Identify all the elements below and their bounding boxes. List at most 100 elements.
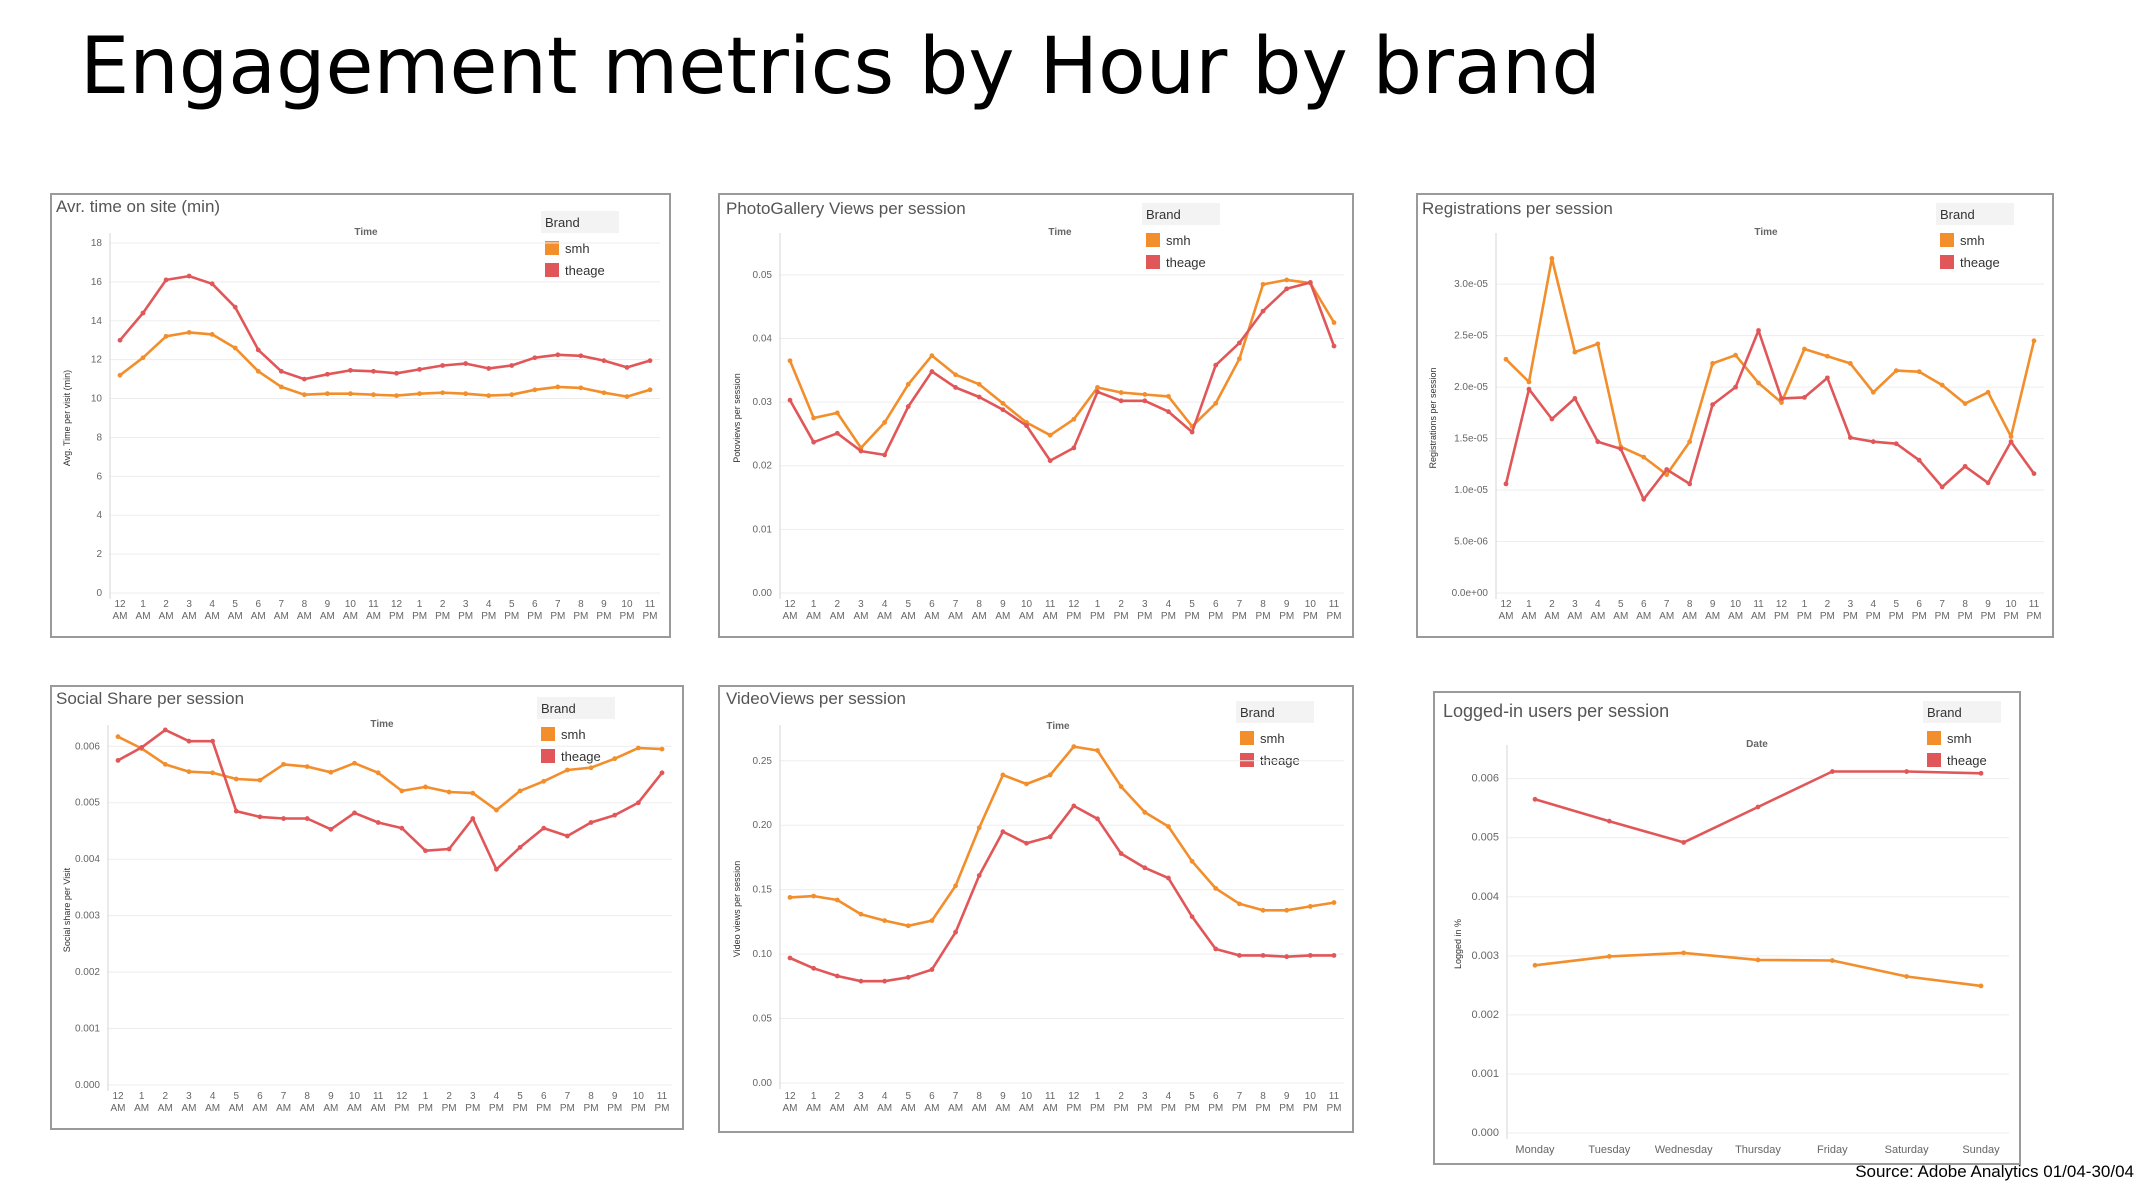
x-tick-label: 12 (784, 599, 796, 610)
x-tick-label-ampm: AM (877, 1103, 892, 1114)
data-point-smh (1802, 346, 1807, 352)
data-point-smh (117, 372, 123, 378)
x-tick-label: 3 (1572, 599, 1578, 610)
data-point-theage (140, 310, 146, 316)
data-point-theage (371, 368, 376, 374)
data-point-theage (233, 808, 239, 814)
data-point-smh (834, 410, 840, 416)
x-tick-label-ampm: AM (181, 1103, 196, 1114)
series-line-theage (1504, 329, 2036, 501)
legend-swatch-theage (1146, 255, 1160, 269)
chart-panel-video-views: VideoViews per session Time Brand smh theage… (718, 685, 1354, 1133)
x-tick-label: 5 (517, 1091, 523, 1102)
x-tick-label-ampm: AM (366, 611, 381, 622)
legend-title: Brand (1240, 705, 1275, 720)
legend-label-smh: smh (1166, 233, 1191, 248)
data-point-smh (659, 746, 665, 752)
x-tick-label-ampm: AM (320, 611, 335, 622)
x-tick-label: 9 (325, 599, 331, 610)
y-tick-label: 0 (96, 588, 102, 599)
data-point-theage (858, 978, 864, 984)
x-tick-label: Saturday (1885, 1144, 1930, 1156)
x-tick-label-ampm: AM (113, 611, 128, 622)
x-tick-label-ampm: AM (228, 611, 243, 622)
y-axis-label: Logged in % (1453, 919, 1463, 969)
x-tick-label: 2 (1825, 599, 1831, 610)
x-tick-label-ampm: PM (1066, 611, 1081, 622)
x-tick-label-ampm: AM (158, 1103, 173, 1114)
x-tick-label-ampm: AM (1567, 611, 1582, 622)
data-point-smh (162, 761, 168, 767)
x-tick-label-ampm: PM (1279, 1103, 1294, 1114)
data-point-theage (2031, 471, 2037, 476)
legend-header-bg (1936, 203, 2014, 225)
x-tick-label-ampm: PM (1090, 611, 1105, 622)
x-tick-label: 12 (114, 599, 126, 610)
data-point-smh (417, 391, 422, 397)
x-tick-label-ampm: AM (1544, 611, 1559, 622)
data-point-smh (1532, 962, 1538, 968)
data-point-theage (1870, 439, 1876, 445)
x-tick-label-ampm: PM (1912, 611, 1927, 622)
x-tick-label: 6 (929, 1091, 935, 1102)
data-point-smh (1047, 432, 1053, 438)
x-tick-label: 8 (304, 1091, 310, 1102)
x-tick-label: 12 (396, 1091, 408, 1102)
x-tick-label: 7 (1237, 1091, 1243, 1102)
data-point-smh (1978, 983, 1984, 989)
x-tick-label: 1 (811, 1091, 817, 1102)
data-point-smh (1000, 400, 1006, 406)
data-point-smh (1095, 748, 1100, 753)
data-point-smh (1893, 368, 1899, 374)
y-tick-label: 0.001 (1471, 1068, 1499, 1080)
source-note: Source: Adobe Analytics 01/04-30/04 (1855, 1162, 2134, 1181)
data-point-smh (1000, 772, 1006, 778)
data-point-smh (1847, 361, 1853, 366)
x-tick-label-ampm: PM (2004, 611, 2019, 622)
x-tick-label-ampm: PM (1208, 1103, 1223, 1114)
data-point-theage (162, 727, 168, 733)
x-tick-label: 9 (1000, 1091, 1006, 1102)
y-tick-label: 0.003 (1471, 950, 1499, 962)
y-tick-label: 0.003 (75, 911, 100, 922)
data-point-smh (787, 895, 793, 900)
x-tick-label: 7 (565, 1091, 571, 1102)
data-point-theage (1071, 803, 1077, 809)
data-point-smh (509, 392, 515, 398)
data-point-smh (1710, 361, 1716, 366)
data-point-smh (281, 761, 286, 767)
x-tick-label: 3 (858, 1091, 864, 1102)
legend-header-bg (1142, 203, 1220, 225)
data-point-theage (1681, 840, 1687, 845)
data-point-theage (1166, 875, 1171, 881)
data-point-smh (186, 330, 192, 335)
x-tick-label: 1 (139, 1091, 145, 1102)
x-tick-label-ampm: PM (481, 611, 496, 622)
x-tick-label-ampm: AM (783, 1103, 798, 1114)
x-tick-label-ampm: AM (924, 611, 939, 622)
data-point-theage (446, 846, 452, 852)
x-tick-label-ampm: AM (1019, 611, 1034, 622)
data-point-smh (564, 767, 570, 773)
data-point-smh (1824, 353, 1830, 359)
data-point-smh (210, 770, 216, 776)
data-point-theage (257, 814, 263, 820)
data-point-theage (1710, 402, 1716, 408)
x-tick-label: 3 (1848, 599, 1854, 610)
data-point-theage (588, 820, 594, 825)
data-point-theage (423, 848, 428, 854)
data-point-smh (1118, 390, 1124, 395)
x-tick-label-ampm: PM (504, 611, 519, 622)
legend-swatch-smh (1146, 233, 1160, 247)
x-tick-label-ampm: PM (631, 1103, 646, 1114)
y-tick-label: 1.5e-05 (1454, 434, 1488, 445)
chart-panel-photogallery: PhotoGallery Views per session Time Brand s… (718, 193, 1354, 638)
x-tick-label: 4 (210, 1091, 216, 1102)
x-axis-label: Date (1746, 739, 1768, 750)
data-point-theage (787, 397, 793, 403)
data-point-smh (1681, 950, 1687, 956)
x-tick-label-ampm: PM (1889, 611, 1904, 622)
x-tick-label-ampm: AM (1728, 611, 1743, 622)
data-point-theage (324, 371, 330, 377)
data-point-smh (1071, 416, 1077, 422)
